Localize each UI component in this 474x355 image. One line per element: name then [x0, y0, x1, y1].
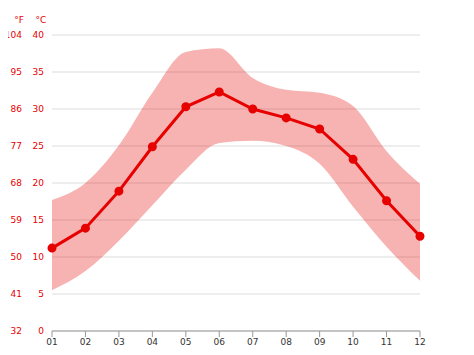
- svg-text:77: 77: [11, 141, 22, 151]
- svg-text:10: 10: [33, 252, 45, 262]
- svg-text:30: 30: [33, 104, 45, 114]
- svg-text:15: 15: [33, 215, 44, 225]
- svg-text:86: 86: [11, 104, 23, 114]
- svg-text:07: 07: [247, 337, 258, 347]
- svg-text:41: 41: [11, 289, 22, 299]
- svg-text:06: 06: [214, 337, 226, 347]
- svg-text:04: 04: [147, 337, 159, 347]
- svg-text:05: 05: [180, 337, 191, 347]
- svg-text:10: 10: [347, 337, 359, 347]
- svg-text:59: 59: [11, 215, 23, 225]
- svg-text:50: 50: [11, 252, 23, 262]
- svg-text:°C: °C: [36, 15, 47, 25]
- svg-text:95: 95: [11, 67, 22, 77]
- svg-text:03: 03: [113, 337, 124, 347]
- svg-text:11: 11: [381, 337, 392, 347]
- svg-text:40: 40: [33, 30, 45, 40]
- svg-text:5: 5: [38, 289, 44, 299]
- svg-text:12: 12: [414, 337, 425, 347]
- svg-text:25: 25: [33, 141, 44, 151]
- svg-text:09: 09: [314, 337, 326, 347]
- svg-text:08: 08: [280, 337, 292, 347]
- svg-text:20: 20: [33, 178, 45, 188]
- svg-text:68: 68: [11, 178, 23, 188]
- svg-text:°F: °F: [14, 15, 24, 25]
- svg-text:104: 104: [8, 30, 22, 40]
- svg-text:32: 32: [11, 326, 22, 336]
- svg-text:35: 35: [33, 67, 44, 77]
- svg-text:02: 02: [80, 337, 91, 347]
- svg-text:01: 01: [46, 337, 57, 347]
- svg-text:0: 0: [38, 326, 44, 336]
